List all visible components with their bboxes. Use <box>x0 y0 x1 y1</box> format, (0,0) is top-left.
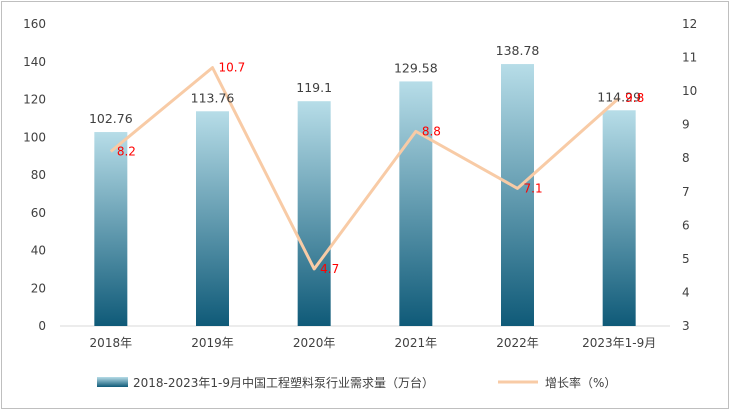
y-left-tick-label: 160 <box>23 17 46 31</box>
y-right-tick-label: 6 <box>682 218 690 232</box>
rate-line <box>109 66 621 271</box>
axes: 0 20 40 60 80 100 120 140 160 3 4 5 6 7 8 9 10 11 12 2018年 2… <box>23 17 697 350</box>
y-left-tick-label: 100 <box>23 130 46 144</box>
x-tick-label: 2019年 <box>191 336 234 350</box>
bar <box>297 101 331 326</box>
y-left-tick-label: 0 <box>38 319 46 333</box>
bar-value-label: 129.58 <box>394 60 438 75</box>
y-left-tick-label: 40 <box>31 244 46 258</box>
x-tick-label: 2020年 <box>293 336 336 350</box>
bar <box>399 81 433 326</box>
legend-bar-swatch <box>97 377 128 387</box>
y-right-tick-label: 12 <box>682 17 697 31</box>
y-left-tick-label: 20 <box>31 281 46 295</box>
y-left-tick-label: 120 <box>23 93 46 107</box>
bar-value-label: 102.76 <box>89 111 133 126</box>
rate-value-label: 9.8 <box>625 91 644 105</box>
y-right-tick-label: 3 <box>682 319 690 333</box>
y-right-tick-label: 10 <box>682 84 697 98</box>
bar-value-label: 138.78 <box>496 43 540 58</box>
y-left-tick-label: 140 <box>23 55 46 69</box>
rate-value-label: 8.2 <box>117 145 136 159</box>
legend: 2018-2023年1-9月中国工程塑料泵行业需求量（万台） 增长率（%） <box>97 375 616 390</box>
bar <box>94 132 128 326</box>
rate-value-label: 8.8 <box>422 124 441 138</box>
y-right-tick-label: 7 <box>682 185 690 199</box>
y-right-tick-label: 4 <box>682 285 690 299</box>
y-right-tick-label: 9 <box>682 118 690 132</box>
y-right-tick-label: 11 <box>682 51 697 65</box>
bar <box>602 110 636 327</box>
legend-bar-label: 2018-2023年1-9月中国工程塑料泵行业需求量（万台） <box>133 375 434 390</box>
bar-value-label: 113.76 <box>191 90 235 105</box>
y-left-tick-label: 60 <box>31 206 46 220</box>
y-left-tick-label: 80 <box>31 168 46 182</box>
bar-value-label: 119.1 <box>296 80 332 95</box>
data-labels: 102.76 113.76 119.1 129.58 138.78 114.29 8.2 10… <box>89 43 644 276</box>
rate-value-label: 10.7 <box>219 61 246 75</box>
bars <box>94 64 636 327</box>
x-tick-label: 2021年 <box>395 336 438 350</box>
y-right-tick-label: 8 <box>682 151 690 165</box>
legend-line-label: 增长率（%） <box>545 375 616 390</box>
bar <box>196 111 229 326</box>
x-tick-label: 2018年 <box>90 336 133 350</box>
bar-value-label: 114.29 <box>597 89 641 104</box>
y-right-tick-label: 5 <box>682 252 690 266</box>
bar <box>501 64 534 327</box>
rate-value-label: 4.7 <box>320 262 339 276</box>
rate-line-path <box>109 66 621 271</box>
x-tick-label: 2023年1-9月 <box>582 336 656 350</box>
x-tick-label: 2022年 <box>496 336 539 350</box>
rate-value-label: 7.1 <box>524 181 543 195</box>
